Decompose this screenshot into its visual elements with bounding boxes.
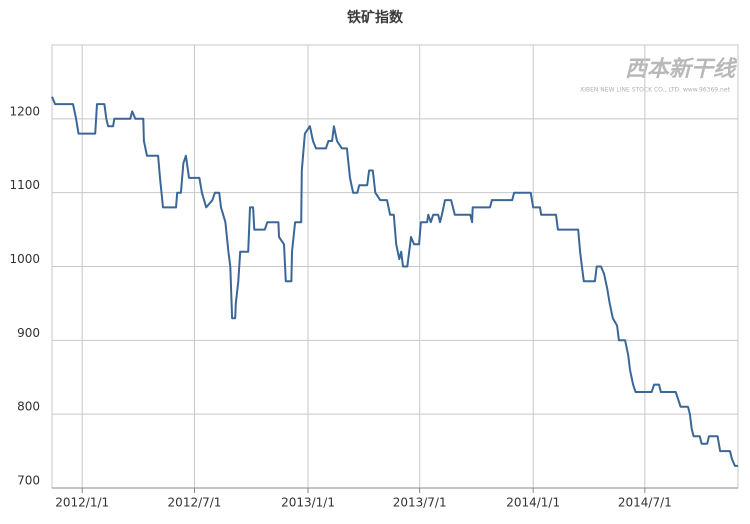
- x-tick-label: 2014/7/1: [618, 496, 672, 510]
- data-line: [51, 96, 738, 467]
- x-tick-label: 2014/1/1: [506, 496, 560, 510]
- y-tick-label: 1200: [9, 104, 40, 118]
- y-tick-label: 800: [17, 400, 40, 414]
- y-tick-label: 900: [17, 326, 40, 340]
- watermark-name: 西本新干线: [625, 56, 738, 82]
- x-tick-label: 2012/7/1: [168, 496, 222, 510]
- y-tick-label: 1000: [9, 252, 40, 266]
- y-tick-label: 700: [17, 474, 40, 488]
- watermark-caption: XIBEN NEW LINE STOCK CO., LTD. www.96369…: [580, 87, 730, 94]
- y-tick-label: 1100: [9, 178, 40, 192]
- x-tick-label: 2013/7/1: [393, 496, 447, 510]
- x-tick-label: 2012/1/1: [55, 496, 109, 510]
- x-tick-label: 2013/1/1: [281, 496, 335, 510]
- chart-title: 铁矿指数: [347, 9, 404, 26]
